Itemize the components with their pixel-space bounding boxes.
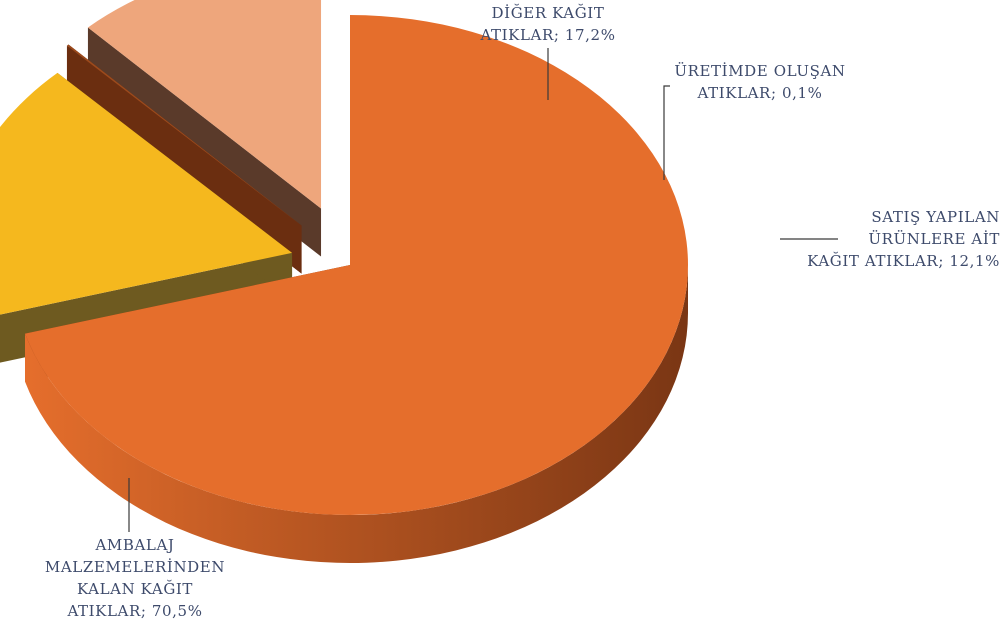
slice-label-diger-line1: DİĞER KAĞIT xyxy=(491,4,605,22)
slice-label-satis: SATIŞ YAPILAN ÜRÜNLERE AİT KAĞIT ATIKLAR… xyxy=(790,206,1000,272)
slice-label-diger: DİĞER KAĞIT ATIKLAR; 17,2% xyxy=(468,2,628,46)
pie-slice-0 xyxy=(25,15,688,563)
pie-slice-0-top xyxy=(25,15,688,515)
pie-slice-1-top xyxy=(0,72,293,315)
slice-label-ambalaj-line1: AMBALAJ xyxy=(95,536,175,554)
slice-label-satis-line3: KAĞIT ATIKLAR; 12,1% xyxy=(807,252,1000,270)
pie-slice-3-top xyxy=(87,0,322,209)
slice-label-ambalaj: AMBALAJ MALZEMELERİNDEN KALAN KAĞIT ATIK… xyxy=(40,534,230,622)
leader-uretim xyxy=(663,85,670,180)
slice-label-diger-line2: ATIKLAR; 17,2% xyxy=(480,26,616,44)
pie-slice-2-top xyxy=(66,44,302,226)
slice-label-satis-line1: SATIŞ YAPILAN xyxy=(871,208,1000,226)
slice-label-ambalaj-line2: MALZEMELERİNDEN xyxy=(44,558,226,576)
slice-label-uretim: ÜRETİMDE OLUŞAN ATIKLAR; 0,1% xyxy=(660,60,860,104)
slice-label-ambalaj-line3: KALAN KAĞIT xyxy=(76,580,194,598)
pie-slice-0-side xyxy=(25,265,688,563)
slice-label-uretim-line1: ÜRETİMDE OLUŞAN xyxy=(674,62,846,80)
slice-label-satis-line2: ÜRÜNLERE AİT xyxy=(868,230,1000,248)
slice-label-uretim-line2: ATIKLAR; 0,1% xyxy=(697,84,823,102)
slice-label-ambalaj-line4: ATIKLAR; 70,5% xyxy=(67,602,203,620)
